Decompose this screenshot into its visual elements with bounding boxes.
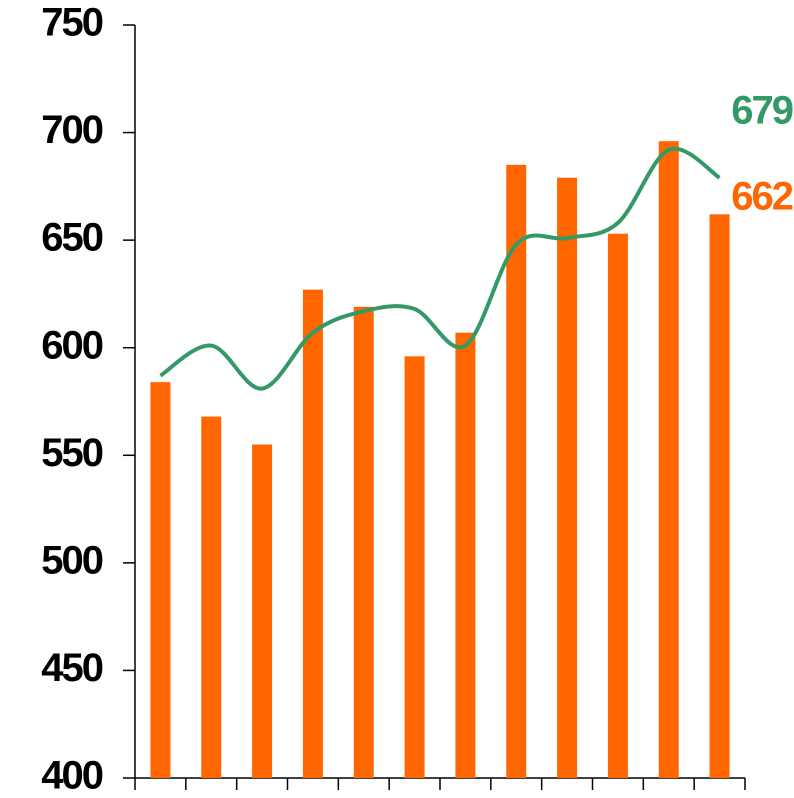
bar	[150, 382, 171, 778]
y-tick-label: 600	[41, 323, 102, 367]
bar	[404, 356, 425, 778]
bar	[506, 164, 527, 779]
y-tick-label: 750	[41, 1, 102, 45]
bar	[557, 177, 578, 778]
y-tick-label: 550	[41, 431, 102, 475]
bar	[709, 214, 730, 779]
y-tick-label: 650	[41, 216, 102, 260]
value-label: 662	[731, 175, 792, 219]
bar	[658, 141, 679, 779]
line	[159, 146, 721, 391]
y-tick-label: 500	[41, 538, 102, 582]
y-tick-label: 400	[41, 754, 102, 798]
y-tick-label: 700	[41, 108, 102, 152]
bar	[455, 332, 476, 778]
bar	[252, 444, 273, 778]
bar	[201, 416, 222, 778]
value-label: 679	[731, 89, 792, 133]
y-tick-label: 450	[41, 646, 102, 690]
bar	[353, 306, 374, 778]
bar	[607, 233, 628, 778]
bar	[302, 289, 323, 778]
